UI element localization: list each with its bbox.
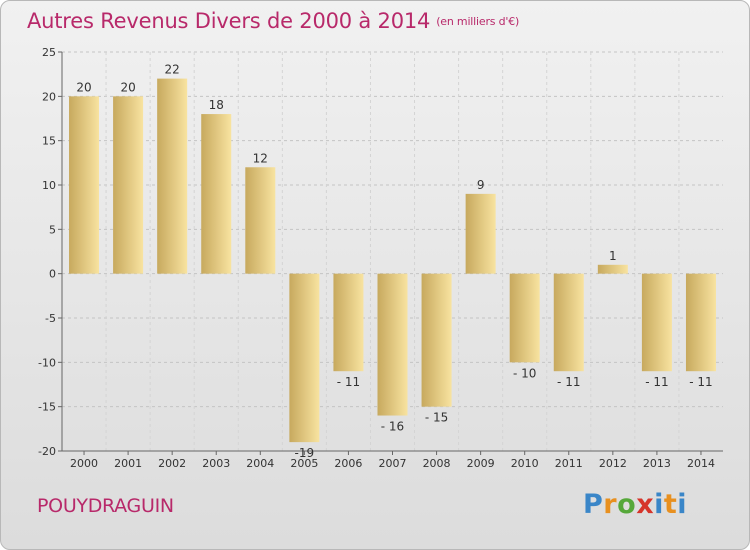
bars bbox=[69, 78, 716, 443]
x-tick-label: 2010 bbox=[511, 457, 539, 470]
data-label: 1 bbox=[609, 249, 617, 263]
bar-2008 bbox=[421, 273, 452, 407]
x-tick-label: 2001 bbox=[114, 457, 142, 470]
bar-2013 bbox=[641, 273, 672, 372]
x-tick-label: 2013 bbox=[643, 457, 671, 470]
bar-2010 bbox=[509, 273, 540, 363]
data-label: 20 bbox=[120, 80, 135, 94]
y-tick-label: 25 bbox=[42, 46, 56, 59]
logo-letter: r bbox=[603, 489, 618, 520]
chart-unit: (en milliers d'€) bbox=[436, 15, 520, 28]
data-label: -19 bbox=[295, 446, 315, 460]
chart-title-text: Autres Revenus Divers de 2000 à 2014 bbox=[27, 9, 431, 33]
bar-2011 bbox=[553, 273, 584, 372]
data-labels: 20 20 22 18 12 -19 - 11 - 16 - 15 9 - 10 - 11 1 - 11 -… bbox=[76, 63, 712, 461]
data-label: - 15 bbox=[425, 411, 448, 425]
bar-2005 bbox=[289, 273, 320, 443]
data-label: - 10 bbox=[513, 366, 536, 380]
y-tick-label: -20 bbox=[38, 445, 56, 458]
town-name: POUYDRAGUIN bbox=[37, 495, 174, 517]
data-label: - 11 bbox=[645, 375, 668, 389]
bar-2012 bbox=[597, 264, 628, 274]
data-label: - 11 bbox=[557, 375, 580, 389]
tick-labels: -20 -15 -10 -5 0 5 10 15 20 25 2000 2001 2002 2003 200… bbox=[38, 46, 715, 470]
bar-2004 bbox=[245, 167, 276, 274]
bar-2009 bbox=[465, 193, 496, 274]
y-tick-label: 20 bbox=[42, 90, 56, 103]
x-tick-label: 2002 bbox=[158, 457, 186, 470]
x-tick-label: 2008 bbox=[423, 457, 451, 470]
x-tick-label: 2012 bbox=[599, 457, 627, 470]
proxiti-logo[interactable]: Proxiti bbox=[583, 489, 687, 520]
y-tick-label: -15 bbox=[38, 401, 56, 414]
data-label: - 16 bbox=[381, 420, 404, 434]
x-tick-label: 2009 bbox=[467, 457, 495, 470]
bar-2002 bbox=[157, 78, 188, 274]
bar-2001 bbox=[113, 96, 144, 274]
data-label: 12 bbox=[253, 151, 268, 165]
x-tick-label: 2000 bbox=[70, 457, 98, 470]
data-label: 22 bbox=[165, 63, 180, 77]
logo-letter: o bbox=[617, 489, 637, 520]
y-tick-label: -10 bbox=[38, 356, 56, 369]
y-tick-label: -5 bbox=[45, 312, 56, 325]
bar-2006 bbox=[333, 273, 364, 372]
x-tick-label: 2007 bbox=[379, 457, 407, 470]
x-tick-label: 2005 bbox=[290, 457, 318, 470]
x-tick-label: 2004 bbox=[246, 457, 274, 470]
data-label: 9 bbox=[477, 178, 485, 192]
logo-letter: x bbox=[636, 489, 655, 520]
x-tick-label: 2006 bbox=[334, 457, 362, 470]
axes bbox=[58, 51, 723, 455]
logo-letter: i bbox=[654, 489, 664, 520]
bar-2000 bbox=[69, 96, 100, 274]
data-label: 18 bbox=[209, 98, 224, 112]
x-tick-label: 2011 bbox=[555, 457, 583, 470]
y-tick-label: 10 bbox=[42, 179, 56, 192]
y-tick-label: 15 bbox=[42, 135, 56, 148]
logo-letter: P bbox=[583, 489, 604, 520]
logo-letter: t bbox=[663, 489, 678, 520]
y-tick-label: 5 bbox=[49, 223, 56, 236]
x-tick-label: 2014 bbox=[687, 457, 715, 470]
data-label: 20 bbox=[76, 80, 91, 94]
logo-letter: i bbox=[677, 489, 688, 520]
data-label: - 11 bbox=[689, 375, 712, 389]
bar-2014 bbox=[685, 273, 716, 372]
bar-2003 bbox=[201, 114, 232, 274]
x-tick-label: 2003 bbox=[202, 457, 230, 470]
bar-2007 bbox=[377, 273, 408, 416]
y-tick-label: 0 bbox=[49, 268, 56, 281]
chart-title: Autres Revenus Divers de 2000 à 2014 (en … bbox=[27, 9, 519, 33]
data-label: - 11 bbox=[337, 375, 360, 389]
